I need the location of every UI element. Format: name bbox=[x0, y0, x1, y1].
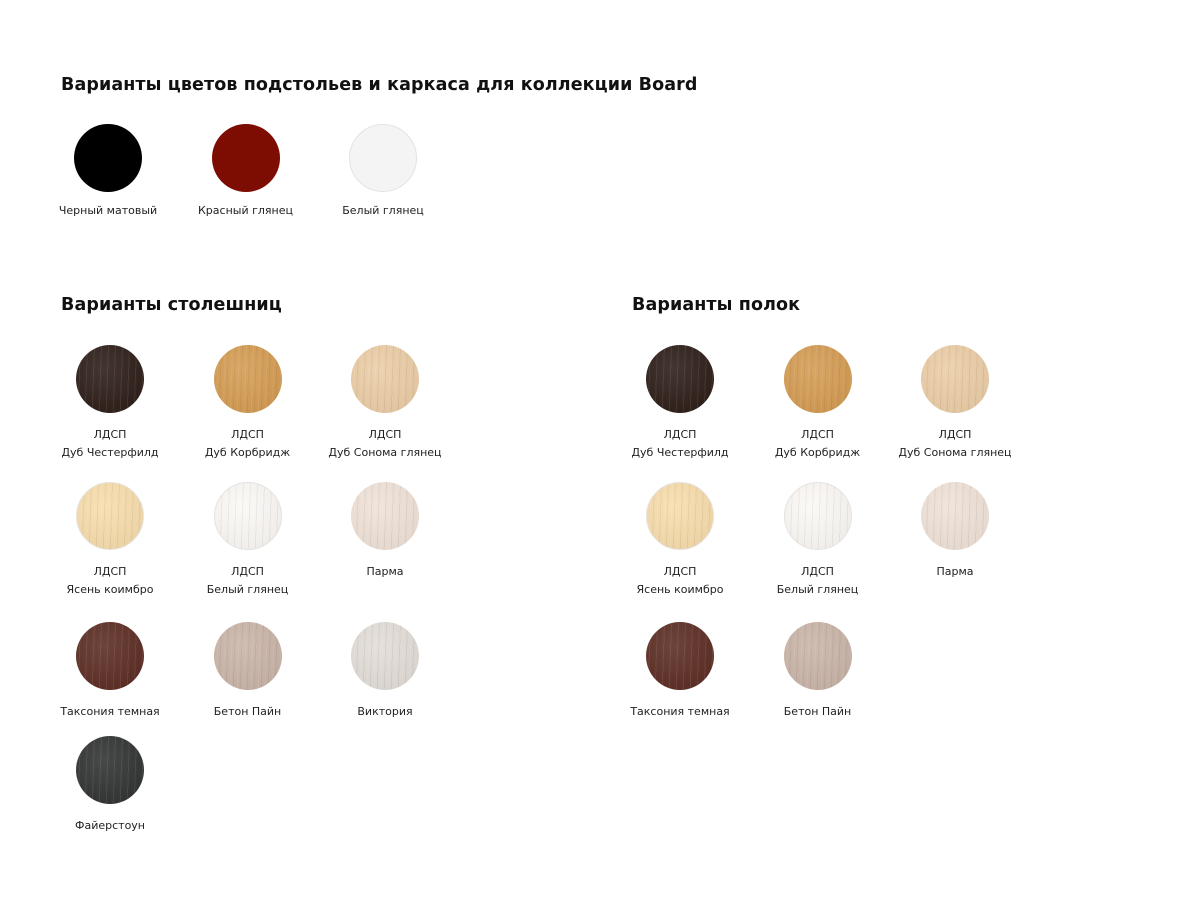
swatch-item: Таксония темная bbox=[615, 622, 745, 721]
material-label: ЛДСП bbox=[663, 428, 697, 441]
swatch-label: Файерстоун bbox=[45, 817, 175, 835]
swatch-label: Парма bbox=[320, 563, 450, 581]
finish-name: Белый глянец bbox=[342, 204, 424, 217]
finish-name: Дуб Сонома глянец bbox=[328, 446, 442, 459]
swatch-label: Черный матовый bbox=[43, 202, 173, 220]
color-swatch bbox=[783, 482, 852, 550]
color-swatch bbox=[646, 622, 714, 690]
color-swatch bbox=[211, 124, 280, 192]
tabletops-heading: Варианты столешниц bbox=[61, 295, 282, 315]
finish-name: Парма bbox=[366, 565, 404, 578]
material-label: ЛДСП bbox=[93, 428, 127, 441]
swatch-item: Файерстоун bbox=[45, 736, 175, 835]
finish-name: Парма bbox=[936, 565, 974, 578]
swatch-label: ЛДСП Белый глянец bbox=[183, 563, 313, 599]
swatch-item: Бетон Пайн bbox=[183, 622, 313, 721]
swatch-item: Виктория bbox=[320, 622, 450, 721]
swatch-item: ЛДСП Белый глянец bbox=[753, 482, 883, 599]
color-swatch bbox=[646, 345, 714, 413]
swatch-item: Парма bbox=[320, 482, 450, 581]
color-swatch bbox=[921, 482, 989, 550]
material-label: ЛДСП bbox=[93, 565, 127, 578]
color-swatch bbox=[76, 482, 144, 550]
finish-name: Бетон Пайн bbox=[213, 705, 282, 718]
swatch-label: Виктория bbox=[320, 703, 450, 721]
finish-name: Красный глянец bbox=[198, 204, 293, 217]
material-label: ЛДСП bbox=[663, 565, 697, 578]
swatch-item: ЛДСП Дуб Честерфилд bbox=[615, 345, 745, 462]
swatch-item: Черный матовый bbox=[43, 124, 173, 220]
swatch-label: Бетон Пайн bbox=[753, 703, 883, 721]
swatch-item: ЛДСП Дуб Корбридж bbox=[753, 345, 883, 462]
swatch-item: ЛДСП Дуб Сонома глянец bbox=[320, 345, 450, 462]
swatch-label: Бетон Пайн bbox=[183, 703, 313, 721]
swatch-label: ЛДСП Дуб Честерфилд bbox=[45, 426, 175, 462]
color-swatch bbox=[351, 622, 419, 690]
color-swatch bbox=[783, 622, 852, 690]
finish-name: Таксония темная bbox=[60, 705, 160, 718]
swatch-item: Белый глянец bbox=[318, 124, 448, 220]
swatch-label: ЛДСП Ясень коимбро bbox=[45, 563, 175, 599]
color-swatch bbox=[646, 482, 714, 550]
swatch-label: ЛДСП Дуб Сонома глянец bbox=[320, 426, 450, 462]
swatch-label: ЛДСП Белый глянец bbox=[753, 563, 883, 599]
finish-name: Дуб Честерфилд bbox=[61, 446, 159, 459]
finish-name: Таксония темная bbox=[630, 705, 730, 718]
finish-name: Белый глянец bbox=[776, 583, 859, 596]
material-label: ЛДСП bbox=[231, 565, 264, 578]
frame-colors-heading: Варианты цветов подстольев и каркаса для… bbox=[61, 75, 698, 95]
swatch-item: Бетон Пайн bbox=[753, 622, 883, 721]
swatch-item: ЛДСП Ясень коимбро bbox=[615, 482, 745, 599]
finish-name: Дуб Честерфилд bbox=[631, 446, 729, 459]
shelves-heading: Варианты полок bbox=[632, 295, 801, 315]
finish-name: Ясень коимбро bbox=[66, 583, 154, 596]
swatch-label: Парма bbox=[890, 563, 1020, 581]
color-swatch bbox=[351, 345, 419, 413]
swatch-label: Белый глянец bbox=[318, 202, 448, 220]
finish-name: Ясень коимбро bbox=[636, 583, 724, 596]
material-label: ЛДСП bbox=[368, 428, 402, 441]
finish-name: Дуб Корбридж bbox=[204, 446, 291, 459]
swatch-label: ЛДСП Дуб Сонома глянец bbox=[890, 426, 1020, 462]
swatch-label: Таксония темная bbox=[615, 703, 745, 721]
material-label: ЛДСП bbox=[801, 565, 834, 578]
finish-name: Дуб Сонома глянец bbox=[898, 446, 1012, 459]
color-swatch bbox=[921, 345, 989, 413]
color-swatch bbox=[349, 124, 417, 192]
swatch-label: Красный глянец bbox=[181, 202, 311, 220]
finish-name: Файерстоун bbox=[75, 819, 145, 832]
color-swatch bbox=[76, 622, 144, 690]
color-swatch bbox=[783, 345, 852, 413]
swatch-item: ЛДСП Дуб Корбридж bbox=[183, 345, 313, 462]
color-swatch bbox=[213, 482, 282, 550]
color-swatch bbox=[76, 345, 144, 413]
swatch-item: Красный глянец bbox=[181, 124, 311, 220]
color-swatch bbox=[213, 345, 282, 413]
swatch-item: ЛДСП Дуб Честерфилд bbox=[45, 345, 175, 462]
swatch-label: Таксония темная bbox=[45, 703, 175, 721]
finish-name: Виктория bbox=[357, 705, 413, 718]
finish-name: Дуб Корбридж bbox=[774, 446, 861, 459]
material-label: ЛДСП bbox=[231, 428, 264, 441]
finish-name: Белый глянец bbox=[206, 583, 289, 596]
swatch-item: Парма bbox=[890, 482, 1020, 581]
swatch-item: ЛДСП Ясень коимбро bbox=[45, 482, 175, 599]
color-swatch bbox=[76, 736, 144, 804]
material-label: ЛДСП bbox=[801, 428, 834, 441]
swatch-item: Таксония темная bbox=[45, 622, 175, 721]
swatch-item: ЛДСП Белый глянец bbox=[183, 482, 313, 599]
finish-name: Черный матовый bbox=[58, 204, 158, 217]
swatch-item: ЛДСП Дуб Сонома глянец bbox=[890, 345, 1020, 462]
finish-name: Бетон Пайн bbox=[783, 705, 852, 718]
color-swatch bbox=[74, 124, 142, 192]
swatch-label: ЛДСП Дуб Корбридж bbox=[183, 426, 313, 462]
swatch-label: ЛДСП Дуб Честерфилд bbox=[615, 426, 745, 462]
color-swatch bbox=[351, 482, 419, 550]
swatch-label: ЛДСП Ясень коимбро bbox=[615, 563, 745, 599]
material-label: ЛДСП bbox=[938, 428, 972, 441]
swatch-label: ЛДСП Дуб Корбридж bbox=[753, 426, 883, 462]
color-swatch bbox=[213, 622, 282, 690]
